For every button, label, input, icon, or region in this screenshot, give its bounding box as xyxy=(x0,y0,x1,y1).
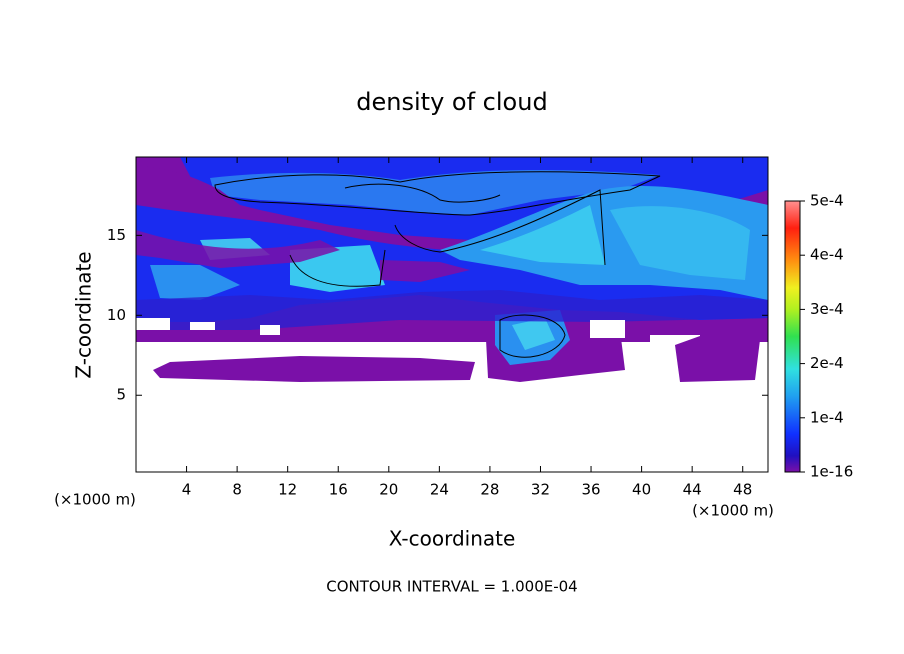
colorbar-tick-label: 4e-4 xyxy=(810,246,844,264)
annotation: CONTOUR INTERVAL = 1.000E-04 xyxy=(326,578,577,596)
colorbar-tick-label: 3e-4 xyxy=(810,300,844,318)
x-unit: (×1000 m) xyxy=(692,502,774,520)
y-tick-label: 5 xyxy=(116,386,126,404)
x-tick-label: 36 xyxy=(581,481,600,499)
y-tick-label: 10 xyxy=(107,306,126,324)
chart-title: density of cloud xyxy=(356,88,547,116)
x-tick-label: 8 xyxy=(232,481,242,499)
colorbar-tick-label: 5e-4 xyxy=(810,192,844,210)
y-axis-label: Z-coordinate xyxy=(72,251,96,378)
x-axis-label: X-coordinate xyxy=(389,527,516,551)
colorbar xyxy=(784,200,801,473)
x-tick-label: 28 xyxy=(480,481,499,499)
colorbar-tick-label: 2e-4 xyxy=(810,354,844,372)
x-tick-label: 24 xyxy=(430,481,449,499)
y-tick-label: 15 xyxy=(107,226,126,244)
colorbar-tick-label: 1e-4 xyxy=(810,408,844,426)
colorbar-tick-label: 1e-16 xyxy=(810,463,853,481)
x-tick-label: 40 xyxy=(632,481,651,499)
x-unit: (×1000 m) xyxy=(54,491,136,509)
x-tick-label: 48 xyxy=(733,481,752,499)
x-tick-label: 32 xyxy=(531,481,550,499)
plot-frame xyxy=(135,156,769,473)
x-tick-label: 4 xyxy=(182,481,192,499)
x-tick-label: 20 xyxy=(379,481,398,499)
x-tick-label: 12 xyxy=(278,481,297,499)
x-tick-label: 44 xyxy=(683,481,702,499)
cloud-field xyxy=(136,157,768,382)
x-tick-label: 16 xyxy=(329,481,348,499)
